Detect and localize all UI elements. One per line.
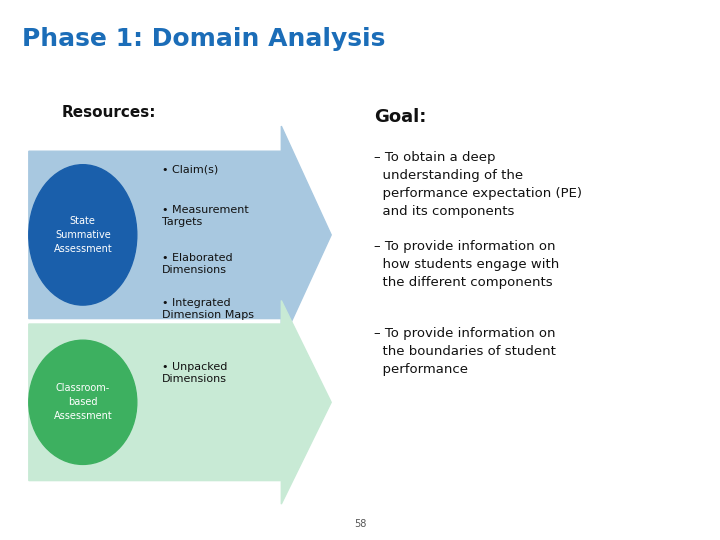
Ellipse shape [29,340,137,464]
Text: – To obtain a deep
  understanding of the
  performance expectation (PE)
  and i: – To obtain a deep understanding of the … [374,151,582,218]
Text: • Integrated
Dimension Maps: • Integrated Dimension Maps [162,298,254,320]
Text: Classroom-
based
Assessment: Classroom- based Assessment [53,383,112,421]
Polygon shape [29,126,331,344]
Text: Resources:: Resources: [61,105,156,120]
Text: • Unpacked
Dimensions: • Unpacked Dimensions [162,362,228,384]
Text: – To provide information on
  the boundaries of student
  performance: – To provide information on the boundari… [374,327,557,376]
Text: – To provide information on
  how students engage with
  the different component: – To provide information on how students… [374,240,559,289]
Text: Phase 1: Domain Analysis: Phase 1: Domain Analysis [22,27,385,51]
Ellipse shape [29,165,137,305]
Text: • Measurement
Targets: • Measurement Targets [162,205,248,227]
Text: 58: 58 [354,519,366,529]
Text: State
Summative
Assessment: State Summative Assessment [53,216,112,254]
Text: • Claim(s): • Claim(s) [162,165,218,175]
Text: • Elaborated
Dimensions: • Elaborated Dimensions [162,253,233,275]
Polygon shape [29,300,331,504]
Text: Goal:: Goal: [374,108,427,126]
